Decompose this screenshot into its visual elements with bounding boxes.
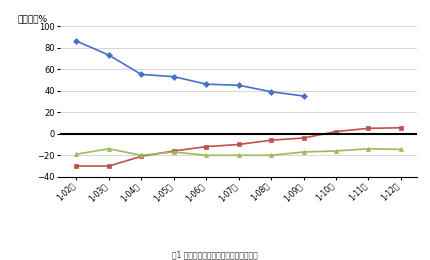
2021年 xyxy=(236,84,241,87)
2020年 xyxy=(366,127,371,130)
2019年 xyxy=(301,151,306,154)
2021年 xyxy=(171,75,176,78)
Line: 2021年: 2021年 xyxy=(74,39,306,98)
2019年 xyxy=(171,151,176,154)
Line: 2019年: 2019年 xyxy=(74,147,403,157)
2020年 xyxy=(139,155,144,158)
Text: 图1 重点联系企业营业收入同比增速情况: 图1 重点联系企业营业收入同比增速情况 xyxy=(172,250,258,259)
2021年 xyxy=(139,73,144,76)
2020年 xyxy=(398,126,403,129)
2021年 xyxy=(74,40,79,43)
2019年 xyxy=(268,154,273,157)
2019年 xyxy=(398,148,403,151)
2020年 xyxy=(106,165,111,168)
2020年 xyxy=(74,165,79,168)
Text: 同比增速%: 同比增速% xyxy=(17,14,47,23)
2019年 xyxy=(139,154,144,157)
2020年 xyxy=(236,143,241,146)
2021年 xyxy=(204,83,209,86)
2020年 xyxy=(171,150,176,153)
2019年 xyxy=(333,150,338,153)
2020年 xyxy=(268,139,273,142)
2019年 xyxy=(74,153,79,156)
2021年 xyxy=(106,54,111,57)
Line: 2020年: 2020年 xyxy=(74,126,403,168)
2021年 xyxy=(301,94,306,98)
2020年 xyxy=(204,145,209,148)
2019年 xyxy=(204,154,209,157)
2020年 xyxy=(333,130,338,133)
2019年 xyxy=(366,147,371,150)
2021年 xyxy=(268,90,273,93)
2020年 xyxy=(301,136,306,140)
2019年 xyxy=(106,147,111,150)
2019年 xyxy=(236,154,241,157)
